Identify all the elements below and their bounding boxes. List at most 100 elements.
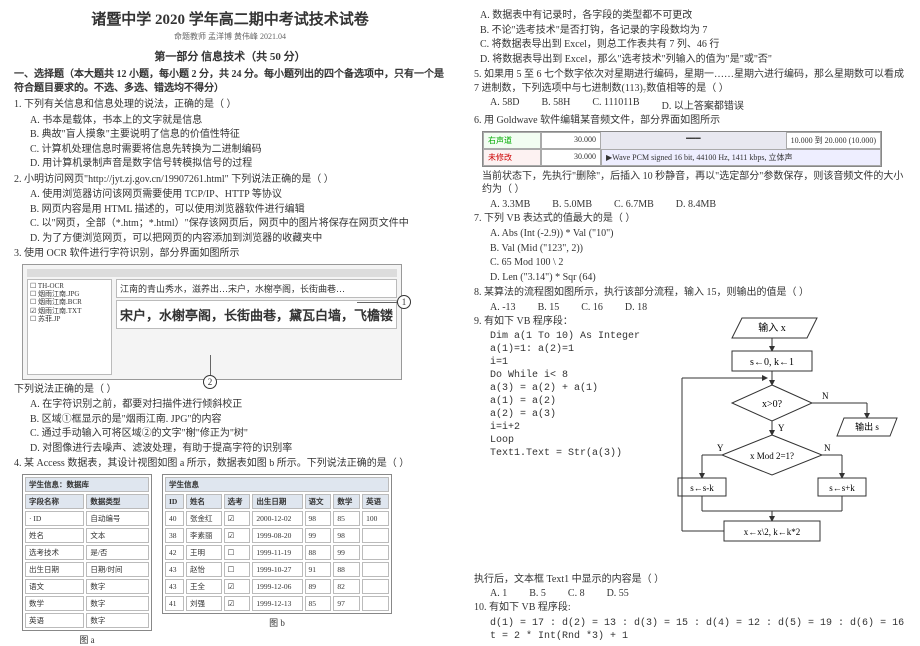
q4-stem: 4. 某 Access 数据表，其设计视图如图 a 所示，数据表如图 b 所示。… [14, 457, 446, 471]
tblb-c: 38 [165, 528, 184, 543]
q3-stem: 3. 使用 OCR 软件进行字符识别，部分界面如图所示 [14, 247, 446, 261]
part1-title: 第一部分 信息技术（共 50 分） [14, 48, 446, 64]
ocr-line-2: 宋户，水榭亭阁，长街曲巷，黛瓦白墙，飞檐镂 [116, 300, 397, 329]
q3-d: D. 对图像进行去噪声、滤波处理，有助于提高字符的识别率 [30, 442, 446, 456]
flow-n2: s←0, k←1 [750, 357, 794, 368]
gw-unmod: 未修改 [483, 149, 541, 166]
q3-after: 下列说法正确的是（ ） [14, 383, 446, 397]
q7-b: B. Val (Mid ("123", 2)) [490, 242, 906, 256]
q1-b: B. 典故"盲人摸象"主要说明了信息的价值性特征 [30, 128, 446, 142]
marker-1: 1 [397, 295, 411, 309]
tblb-c: 100 [362, 511, 389, 526]
q3-b: B. 区域①框显示的是"烟雨江南. JPG"的内容 [30, 413, 446, 427]
flow-n1: 输入 x [758, 321, 786, 334]
q9-code-0: Dim a(1 To 10) As Integer [490, 330, 664, 343]
flow-n5a: s←s-k [690, 483, 714, 493]
tbla-title: 学生信息：数据库 [25, 477, 149, 492]
q2-c: C. 以"网页，全部（*.htm；*.html）"保存该网页后，网页中的图片将保… [30, 217, 446, 231]
q9-stem: 9. 有如下 VB 程序段： [474, 315, 664, 329]
q8-stem: 8. 某算法的流程图如图所示，执行该部分流程，输入 15，则输出的值是（ ） [474, 286, 906, 300]
flow-N1: N [822, 391, 829, 401]
exam-title: 诸暨中学 2020 学年高二期中考试技术试卷 [14, 8, 446, 29]
tblb-c: 1999-12-06 [252, 579, 302, 594]
tblb-h1: 姓名 [186, 494, 222, 509]
tblb-c [362, 579, 389, 594]
q9-code-1: a(1)=1: a(2)=1 [490, 343, 664, 356]
goldwave-box: 右声道 30.000 ━━━ 10.000 到 20.000 (10.000) … [482, 131, 882, 167]
marker-1-line [357, 302, 397, 303]
q8-opts: A. -13 B. 15 C. 16 D. 18 [474, 302, 906, 313]
tblb-c: ☑ [224, 528, 251, 543]
tblb-c: 1999-10-27 [252, 562, 302, 577]
tbla-r21: 是/否 [86, 545, 149, 560]
tblb-c: 赵怡 [186, 562, 222, 577]
tbla-r40: 语文 [25, 579, 84, 594]
tblb-c: 王明 [186, 545, 222, 560]
q1-c: C. 计算机处理信息时需要将信息先转换为二进制编码 [30, 143, 446, 157]
tblb-c: ☑ [224, 596, 251, 611]
table-b-wrap: 学生信息 ID 姓名 选考 出生日期 语文 数学 英语 40张金红☑2000-1… [162, 474, 392, 646]
gw-v1: 30.000 [541, 132, 601, 149]
q9-b: B. 5 [529, 588, 546, 599]
q9-code-7: i=i+2 [490, 421, 664, 434]
q2-d: D. 为了方便浏览网页，可以把网页的内容添加到浏览器的收藏夹中 [30, 232, 446, 246]
left-column: 诸暨中学 2020 学年高二期中考试技术试卷 命题教师 孟洋博 黄伟峰 2021… [0, 0, 460, 637]
tblb-c: ☐ [224, 545, 251, 560]
gw-v1b: 30.000 [541, 149, 601, 166]
ocr-preview: 江南的青山秀水，滋养出…宋户，水榭亭阁，长街曲巷… 宋户，水榭亭阁，长街曲巷，黛… [116, 279, 397, 375]
q1-stem: 1. 下列有关信息和信息处理的说法，正确的是（ ） [14, 98, 446, 112]
marker-2: 2 [203, 375, 217, 389]
ocr-tree: ☐ TH-OCR ☐ 烟雨江南.JPG ☐ 烟雨江南.BCR ☑ 烟雨江南.TX… [27, 279, 112, 375]
tblb-h3: 出生日期 [252, 494, 302, 509]
ocr-tree-5: ☐ 苏菲.JP [30, 315, 109, 323]
tbla-r11: 文本 [86, 528, 149, 543]
flow-n6: x←x\2, k←k*2 [744, 527, 801, 537]
tbla-h1: 字段名称 [25, 494, 84, 509]
tbla-r00: · ID [25, 511, 84, 526]
table-b: 学生信息 ID 姓名 选考 出生日期 语文 数学 英语 40张金红☑2000-1… [162, 474, 392, 614]
tblb-c: 刘强 [186, 596, 222, 611]
tblb-c: 98 [333, 528, 360, 543]
q10-code: d(1) = 17 : d(2) = 13 : d(3) = 15 : d(4)… [474, 617, 906, 643]
tblb-c: 张金红 [186, 511, 222, 526]
q9-code-2: i=1 [490, 356, 664, 369]
tblb-c: 98 [305, 511, 332, 526]
flow-Y2: Y [717, 443, 724, 453]
q9-code-8: Loop [490, 434, 664, 447]
tblb-c: 41 [165, 596, 184, 611]
q7-d: D. Len ("3.14") * Sqr (64) [490, 271, 906, 285]
tblb-c: 1999-11-19 [252, 545, 302, 560]
q5-b: B. 58H [541, 97, 570, 112]
q10-code-0: d(1) = 17 : d(2) = 13 : d(3) = 15 : d(4)… [490, 617, 906, 630]
q9-a: A. 1 [490, 588, 507, 599]
q7-stem: 7. 下列 VB 表达式的值最大的是（ ） [474, 212, 906, 226]
tbla-r61: 数字 [86, 613, 149, 628]
q9-code-6: a(2) = a(3) [490, 408, 664, 421]
q6-d: D. 8.4MB [676, 199, 716, 210]
flow-n3: x>0? [762, 399, 783, 410]
tbla-r31: 日期/时间 [86, 562, 149, 577]
q4-c: C. 将数据表导出到 Excel，则总工作表共有 7 列、46 行 [480, 38, 906, 52]
tblb-c: 99 [305, 528, 332, 543]
q2-stem: 2. 小明访问网页"http://jyt.zj.gov.cn/19907261.… [14, 173, 446, 187]
tbla-r50: 数学 [25, 596, 84, 611]
q2-opts: A. 使用浏览器访问该网页需要使用 TCP/IP、HTTP 等协议 B. 网页内… [14, 188, 446, 245]
tblb-h4: 语文 [305, 494, 332, 509]
tblb-c: ☑ [224, 511, 251, 526]
tblb-h5: 数学 [333, 494, 360, 509]
table-b-caption: 图 b [162, 616, 392, 629]
tblb-c: 89 [305, 579, 332, 594]
tbla-r51: 数字 [86, 596, 149, 611]
table-a-wrap: 学生信息：数据库 字段名称 数据类型 · ID自动编号 姓名文本 选考技术是/否… [22, 474, 152, 646]
tbla-r30: 出生日期 [25, 562, 84, 577]
right-column: A. 数据表中有记录时，各字段的类型都不可更改 B. 不论"选考技术"是否打钩，… [460, 0, 920, 637]
tblb-c: 43 [165, 579, 184, 594]
tblb-c: 99 [333, 545, 360, 560]
q7-a: A. Abs (Int (-2.9)) * Val ("10") [490, 227, 906, 241]
q9-code-5: a(1) = a(2) [490, 395, 664, 408]
q9-code-4: a(3) = a(2) + a(1) [490, 382, 664, 395]
q9-block: 9. 有如下 VB 程序段： Dim a(1 To 10) As Integer… [474, 313, 664, 571]
gw-format: ▶Wave PCM signed 16 bit, 44100 Hz, 1411 … [601, 149, 881, 166]
marker-2-line [210, 355, 211, 375]
gw-wave-icon: ━━━ [601, 132, 786, 149]
